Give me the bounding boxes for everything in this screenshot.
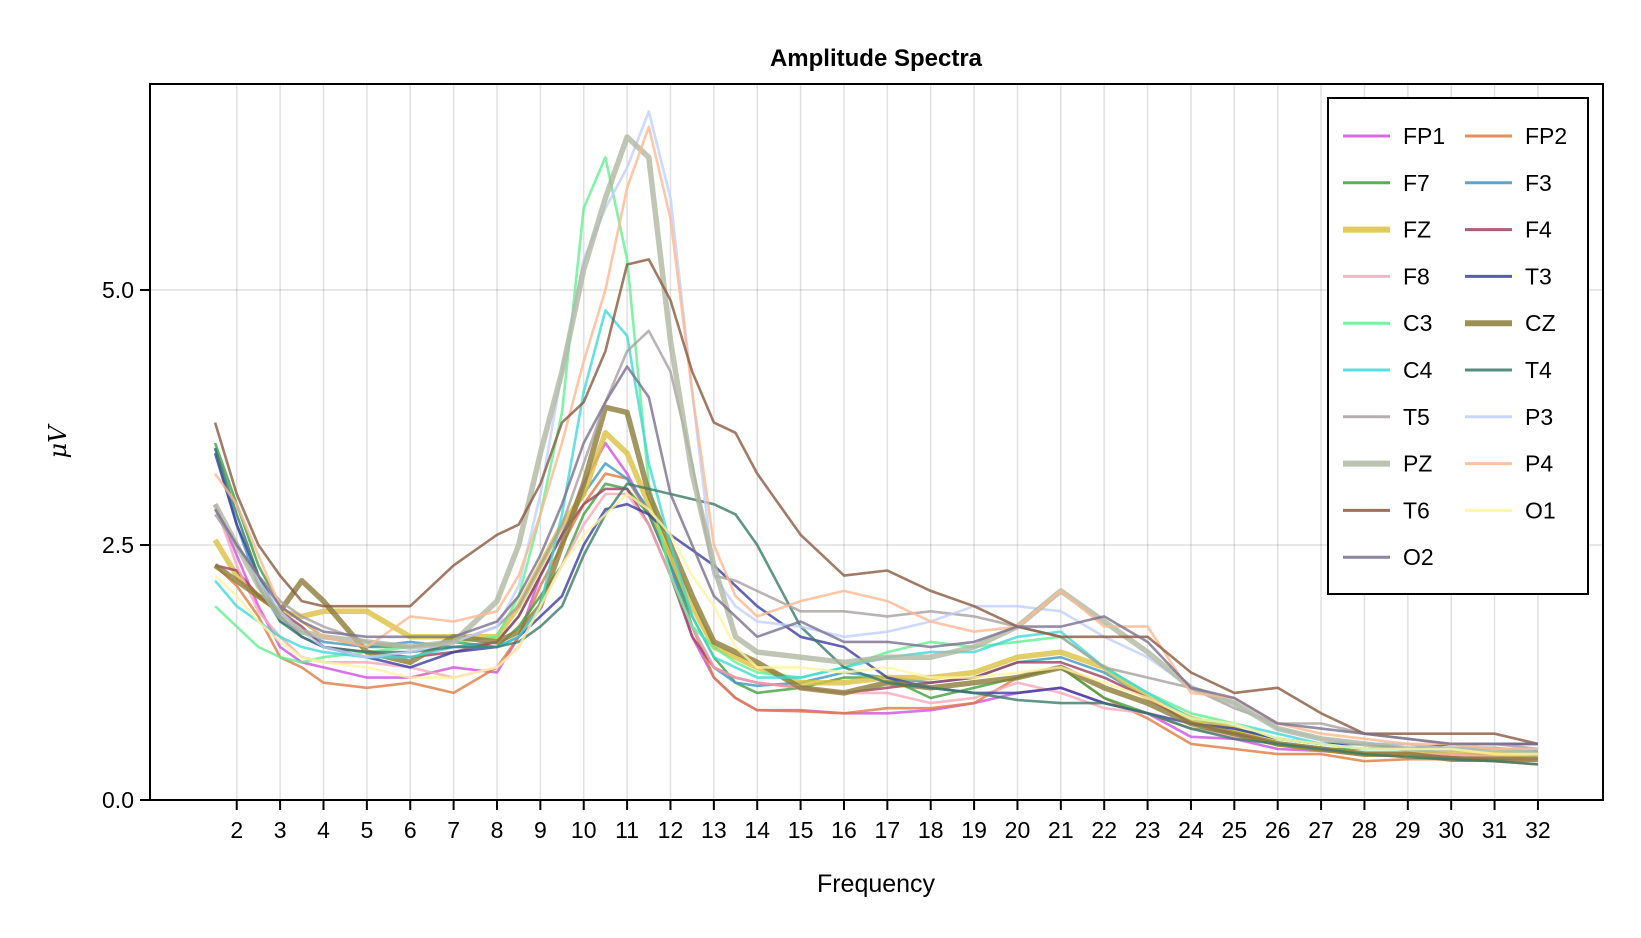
legend-label-cz: CZ: [1525, 310, 1556, 336]
x-tick-label: 4: [317, 817, 330, 843]
legend-label-p3: P3: [1525, 404, 1553, 430]
x-tick-label: 26: [1265, 817, 1291, 843]
series-line-o2: [213, 365, 1538, 746]
x-tick-label: 13: [701, 817, 727, 843]
x-tick-label: 23: [1135, 817, 1161, 843]
x-tick-label: 29: [1395, 817, 1421, 843]
legend-label-o2: O2: [1403, 544, 1434, 570]
x-tick-label: 6: [404, 817, 417, 843]
x-tick-label: 7: [447, 817, 460, 843]
legend-label-f8: F8: [1403, 263, 1430, 289]
x-tick-label: 28: [1352, 817, 1378, 843]
x-tick-label: 11: [615, 817, 639, 843]
x-tick-label: 17: [875, 817, 901, 843]
legend-label-t4: T4: [1525, 357, 1552, 383]
legend-label-pz: PZ: [1403, 451, 1432, 477]
x-tick-label: 32: [1525, 817, 1551, 843]
x-tick-label: 20: [1005, 817, 1031, 843]
x-tick-label: 2: [230, 817, 243, 843]
legend-label-c3: C3: [1403, 310, 1432, 336]
y-tick-label: 2.5: [102, 532, 134, 558]
legend-label-c4: C4: [1403, 357, 1433, 383]
legend-label-p4: P4: [1525, 451, 1553, 477]
axes: 2 3 4 5 6 7 8 9 10 11 12 13 14 15 16 17 18 19 20 21 22 23 24 25…: [102, 83, 1604, 843]
x-tick-label: 24: [1178, 817, 1204, 843]
series-line-c4: [214, 309, 1538, 751]
legend-label-t5: T5: [1403, 404, 1430, 430]
x-tick-label: 22: [1091, 817, 1117, 843]
x-tick-label: 15: [788, 817, 814, 843]
x-tick-label: 8: [491, 817, 504, 843]
x-tick-label: 19: [961, 817, 987, 843]
x-axis-label: Frequency: [817, 870, 936, 898]
y-tick-label: 5.0: [102, 277, 134, 303]
legend-label-fp2: FP2: [1525, 123, 1567, 149]
x-tick-label: 12: [658, 817, 684, 843]
x-tick-label: 14: [744, 817, 770, 843]
series-line-t6: [213, 258, 1539, 746]
legend-label-o1: O1: [1525, 497, 1556, 523]
x-tick-label: 16: [831, 817, 857, 843]
x-tick-label: 18: [918, 817, 944, 843]
legend-label-t3: T3: [1525, 263, 1552, 289]
legend-label-fz: FZ: [1403, 217, 1431, 243]
x-tick-label: 30: [1438, 817, 1464, 843]
y-tick-label: 0.0: [102, 787, 134, 813]
legend-label-f4: F4: [1525, 217, 1552, 243]
x-tick-label: 21: [1048, 817, 1074, 843]
series-lines: [212, 110, 1539, 766]
legend-label-f3: F3: [1525, 170, 1552, 196]
legend-label-f7: F7: [1403, 170, 1430, 196]
series-line-t3: [213, 452, 1538, 751]
x-tick-label: 31: [1482, 817, 1508, 843]
legend: FP1 FP2 F7 F3 FZ F4 F8 T3 C3 CZ C4 T4 T5 P3 PZ P4 T6 O1 O2: [1327, 97, 1589, 595]
y-axis-label: μV: [44, 423, 72, 459]
x-tick-label: 27: [1308, 817, 1334, 843]
x-tick-label: 25: [1222, 817, 1248, 843]
legend-label-t6: T6: [1403, 497, 1430, 523]
x-tick-label: 9: [534, 817, 547, 843]
series-line-pz: [212, 134, 1539, 757]
x-tick-label: 3: [274, 817, 287, 843]
plot-frame: [149, 83, 1604, 801]
series-line-o1: [214, 492, 1538, 756]
series-line-t4: [213, 447, 1538, 766]
series-line-fp2: [214, 472, 1538, 766]
x-tick-label: 5: [360, 817, 373, 843]
chart-title: Amplitude Spectra: [770, 45, 983, 72]
x-tick-label: 10: [571, 817, 597, 843]
legend-label-fp1: FP1: [1403, 123, 1445, 149]
